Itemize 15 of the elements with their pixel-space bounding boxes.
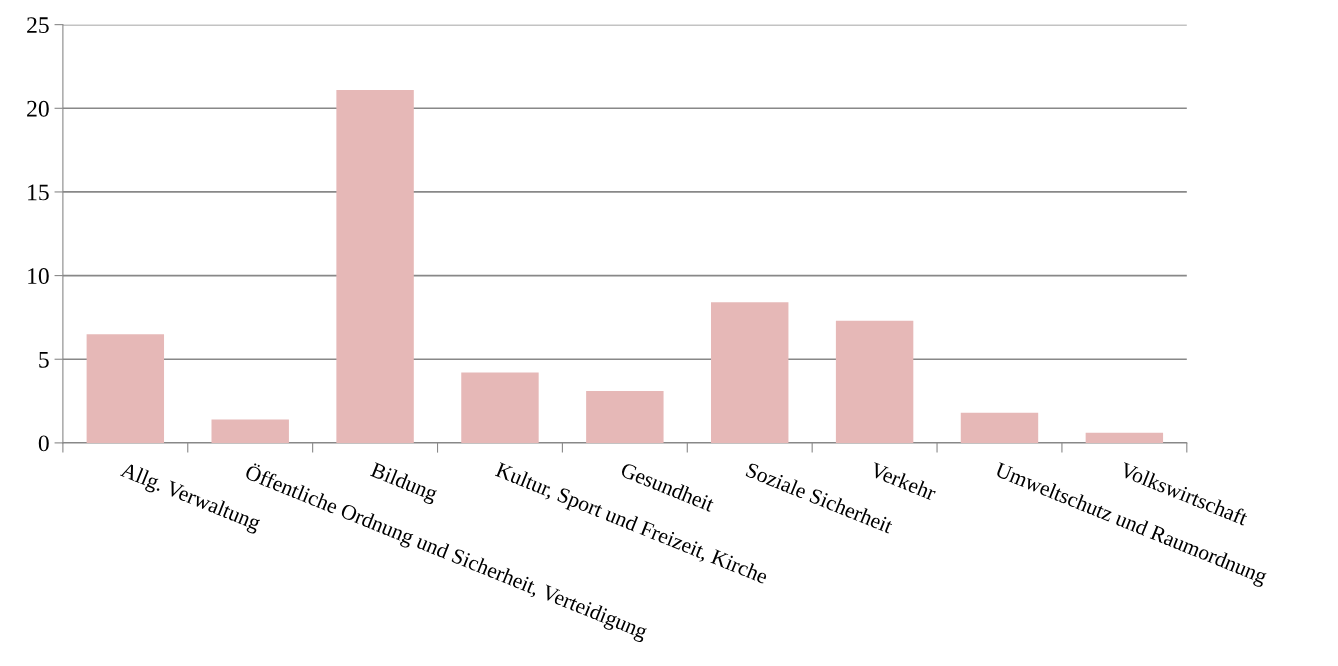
bar [586,391,664,443]
bar [960,412,1039,443]
y-tick-label: 0 [38,435,49,452]
bar [336,89,414,443]
bar [1085,432,1164,443]
y-tick-label: 15 [28,184,49,201]
y-tick-label: 20 [27,100,49,117]
y-tick-label: 25 [27,17,49,34]
bar [461,372,539,443]
bar [211,419,289,443]
y-tick-label: 10 [28,268,49,285]
bar [835,320,914,443]
bar [711,302,789,443]
bar [86,334,165,443]
y-tick-label: 5 [39,351,49,368]
